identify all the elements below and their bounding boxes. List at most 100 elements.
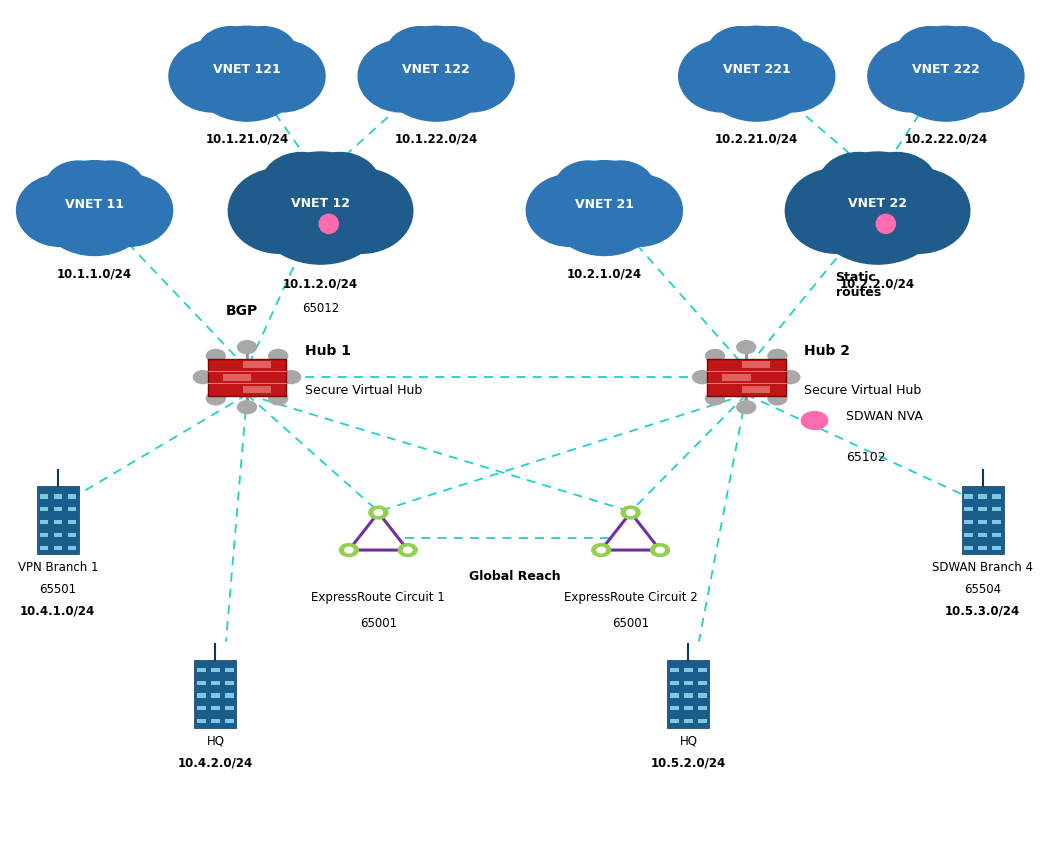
Ellipse shape — [428, 40, 514, 112]
Text: 65012: 65012 — [302, 302, 339, 315]
Ellipse shape — [197, 27, 266, 84]
Ellipse shape — [417, 27, 487, 84]
Ellipse shape — [679, 40, 765, 112]
Ellipse shape — [705, 349, 724, 362]
Text: 10.2.1.0/24: 10.2.1.0/24 — [566, 267, 642, 280]
Ellipse shape — [238, 341, 256, 354]
FancyBboxPatch shape — [671, 694, 679, 698]
FancyBboxPatch shape — [211, 694, 220, 698]
FancyBboxPatch shape — [198, 707, 206, 710]
Text: BGP: BGP — [226, 304, 257, 318]
FancyBboxPatch shape — [722, 374, 750, 381]
Ellipse shape — [836, 192, 920, 264]
Ellipse shape — [527, 174, 613, 246]
Ellipse shape — [706, 27, 776, 84]
FancyBboxPatch shape — [698, 694, 706, 698]
Text: HQ: HQ — [206, 734, 225, 747]
FancyBboxPatch shape — [965, 520, 973, 525]
FancyBboxPatch shape — [978, 507, 987, 512]
Ellipse shape — [748, 40, 834, 112]
Ellipse shape — [378, 26, 494, 121]
Ellipse shape — [737, 341, 756, 354]
FancyBboxPatch shape — [40, 507, 48, 512]
FancyBboxPatch shape — [742, 362, 770, 368]
FancyBboxPatch shape — [978, 545, 987, 550]
FancyBboxPatch shape — [40, 533, 48, 537]
Text: VNET 22: VNET 22 — [848, 197, 907, 210]
Ellipse shape — [768, 349, 787, 362]
FancyBboxPatch shape — [684, 707, 693, 710]
FancyBboxPatch shape — [978, 533, 987, 537]
FancyBboxPatch shape — [54, 533, 62, 537]
Ellipse shape — [206, 392, 225, 405]
Text: HQ: HQ — [679, 734, 698, 747]
FancyBboxPatch shape — [211, 707, 220, 710]
Text: 10.1.2.0/24: 10.1.2.0/24 — [283, 277, 358, 290]
Text: Hub 1: Hub 1 — [305, 344, 351, 358]
Ellipse shape — [279, 192, 363, 264]
Ellipse shape — [621, 506, 640, 519]
Text: ExpressRoute Circuit 2: ExpressRoute Circuit 2 — [563, 591, 698, 604]
Text: 10.1.22.0/24: 10.1.22.0/24 — [394, 133, 478, 146]
Ellipse shape — [705, 392, 724, 405]
Ellipse shape — [76, 161, 145, 218]
Ellipse shape — [252, 152, 389, 264]
Ellipse shape — [597, 547, 605, 553]
Ellipse shape — [888, 26, 1004, 121]
Ellipse shape — [656, 547, 664, 553]
Text: ExpressRoute Circuit 1: ExpressRoute Circuit 1 — [311, 591, 446, 604]
FancyBboxPatch shape — [54, 545, 62, 550]
FancyBboxPatch shape — [211, 681, 220, 685]
Text: SDWAN NVA: SDWAN NVA — [846, 410, 923, 422]
FancyBboxPatch shape — [223, 374, 251, 381]
Text: 10.2.21.0/24: 10.2.21.0/24 — [715, 133, 799, 146]
FancyBboxPatch shape — [243, 362, 271, 368]
Ellipse shape — [269, 392, 288, 405]
FancyBboxPatch shape — [698, 668, 706, 672]
FancyBboxPatch shape — [67, 494, 76, 499]
Ellipse shape — [910, 61, 982, 121]
Ellipse shape — [228, 27, 297, 84]
FancyBboxPatch shape — [225, 668, 233, 672]
FancyBboxPatch shape — [671, 681, 679, 685]
Ellipse shape — [738, 27, 807, 84]
FancyBboxPatch shape — [992, 520, 1001, 525]
FancyBboxPatch shape — [978, 494, 987, 499]
Ellipse shape — [369, 506, 388, 519]
Text: 65001: 65001 — [359, 617, 397, 630]
Text: 10.1.1.0/24: 10.1.1.0/24 — [57, 267, 132, 280]
Ellipse shape — [238, 401, 256, 414]
Text: VNET 122: VNET 122 — [403, 63, 470, 76]
FancyBboxPatch shape — [243, 386, 271, 393]
Ellipse shape — [239, 40, 325, 112]
FancyBboxPatch shape — [698, 681, 706, 685]
FancyBboxPatch shape — [684, 681, 693, 685]
FancyBboxPatch shape — [198, 668, 206, 672]
Ellipse shape — [400, 61, 472, 121]
Text: Hub 2: Hub 2 — [804, 344, 850, 358]
Ellipse shape — [785, 168, 888, 253]
Ellipse shape — [927, 27, 996, 84]
Text: VNET 11: VNET 11 — [65, 198, 124, 211]
FancyBboxPatch shape — [684, 694, 693, 698]
FancyBboxPatch shape — [965, 545, 973, 550]
Ellipse shape — [737, 401, 756, 414]
Ellipse shape — [404, 547, 412, 553]
Ellipse shape — [721, 61, 792, 121]
Text: 10.2.2.0/24: 10.2.2.0/24 — [840, 277, 915, 290]
FancyBboxPatch shape — [684, 719, 693, 723]
FancyBboxPatch shape — [67, 520, 76, 525]
FancyBboxPatch shape — [965, 507, 973, 512]
Text: Secure Virtual Hub: Secure Virtual Hub — [804, 384, 922, 397]
FancyBboxPatch shape — [671, 707, 679, 710]
FancyBboxPatch shape — [965, 533, 973, 537]
FancyBboxPatch shape — [992, 494, 1001, 499]
FancyBboxPatch shape — [667, 660, 709, 727]
FancyBboxPatch shape — [225, 719, 233, 723]
Ellipse shape — [781, 371, 800, 383]
FancyBboxPatch shape — [671, 668, 679, 672]
FancyBboxPatch shape — [198, 681, 206, 685]
Ellipse shape — [358, 40, 445, 112]
Ellipse shape — [374, 510, 383, 515]
FancyBboxPatch shape — [671, 719, 679, 723]
